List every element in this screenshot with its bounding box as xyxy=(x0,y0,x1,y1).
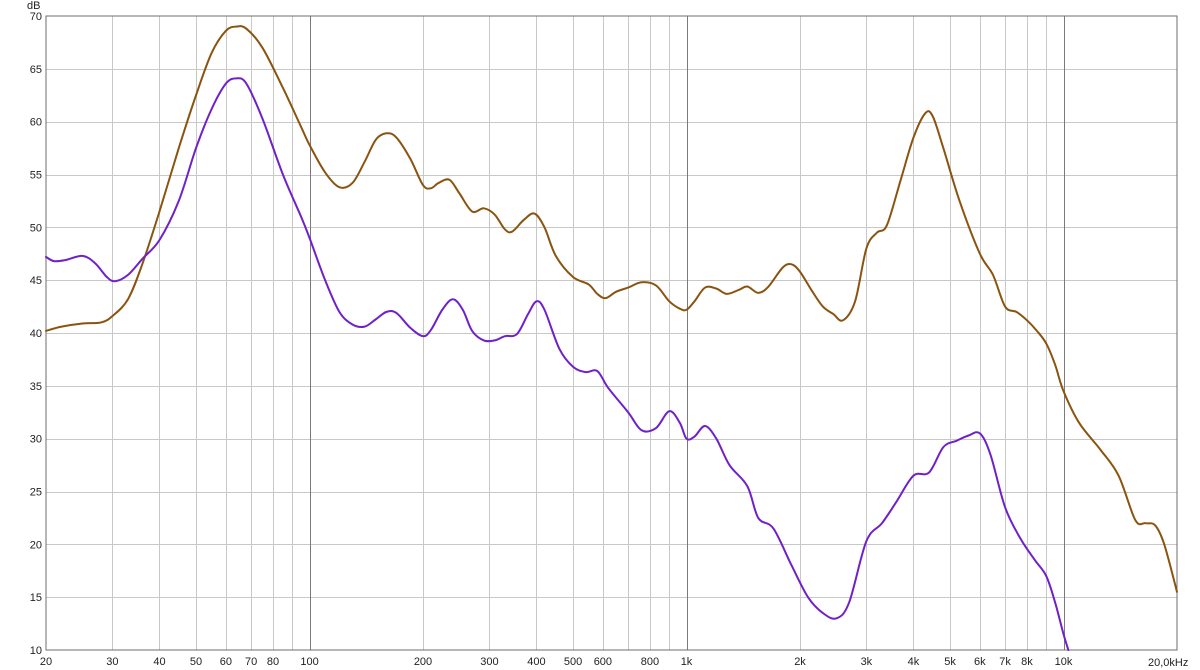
y-tick-label: 20 xyxy=(30,539,42,551)
y-tick-label: 10 xyxy=(30,645,42,657)
x-tick-label: 2k xyxy=(794,656,806,668)
x-tick-label: 70 xyxy=(245,656,257,668)
x-tick-label: 20 xyxy=(40,656,52,668)
major-gridlines xyxy=(310,16,1065,650)
series-line-2 xyxy=(45,77,1070,651)
y-tick-label: 40 xyxy=(30,328,42,340)
x-tick-label: 800 xyxy=(641,656,659,668)
x-tick-label: 6k xyxy=(974,656,986,668)
x-tick-label: 40 xyxy=(153,656,165,668)
x-tick-label: 600 xyxy=(594,656,612,668)
x-tick-label: 30 xyxy=(106,656,118,668)
x-tick-label: 1k xyxy=(681,656,693,668)
series-line-1 xyxy=(45,25,1178,593)
x-tick-label: 7k xyxy=(999,656,1011,668)
y-tick-label: 35 xyxy=(30,381,42,393)
x-tick-label: 100 xyxy=(300,656,318,668)
x-tick-label: 10k xyxy=(1055,656,1073,668)
x-tick-label: 4k xyxy=(908,656,920,668)
y-tick-label: 25 xyxy=(30,487,42,499)
y-tick-label: 30 xyxy=(30,434,42,446)
y-tick-label: 15 xyxy=(30,592,42,604)
x-tick-label: 400 xyxy=(527,656,545,668)
x-unit-label: 20,0kHz xyxy=(1148,657,1188,669)
y-tick-labels: 10 15 20 25 30 35 40 45 50 55 60 65 70 xyxy=(30,11,42,657)
x-tick-label: 5k xyxy=(944,656,956,668)
series-layer xyxy=(45,25,1178,651)
y-tick-label: 45 xyxy=(30,275,42,287)
y-tick-label: 60 xyxy=(30,117,42,129)
x-tick-label: 300 xyxy=(480,656,498,668)
x-tick-label: 500 xyxy=(564,656,582,668)
x-tick-label: 50 xyxy=(190,656,202,668)
x-tick-label: 80 xyxy=(267,656,279,668)
y-tick-label: 55 xyxy=(30,170,42,182)
x-tick-label: 200 xyxy=(414,656,432,668)
x-tick-labels: 20 30 40 50 60 70 80 100 200 300 400 500 600 800 1k 2k 3… xyxy=(40,656,1073,668)
y-unit-label: dB xyxy=(27,0,40,12)
plot-frame xyxy=(45,15,1178,651)
x-tick-label: 60 xyxy=(220,656,232,668)
x-tick-label: 8k xyxy=(1021,656,1033,668)
y-tick-label: 50 xyxy=(30,222,42,234)
y-tick-label: 65 xyxy=(30,64,42,76)
minor-gridlines xyxy=(46,16,1177,650)
x-tick-label: 3k xyxy=(861,656,873,668)
y-tick-label: 70 xyxy=(30,11,42,23)
